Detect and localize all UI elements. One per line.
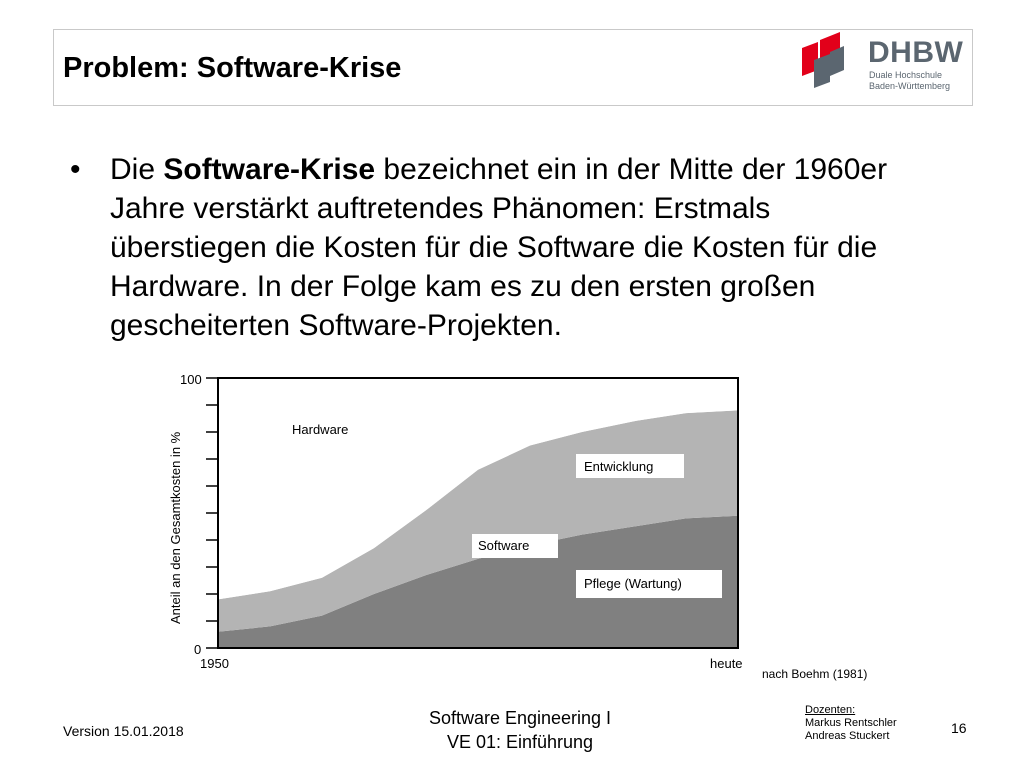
bullet-pre: Die xyxy=(110,153,164,186)
bullet-bold-term: Software-Krise xyxy=(163,153,376,186)
label-software-box xyxy=(472,534,558,558)
logo-line-1: Duale Hochschule xyxy=(869,70,943,80)
label-software: Software xyxy=(478,538,529,553)
course-unit: VE 01: Einführung xyxy=(446,732,594,752)
label-pflege-box xyxy=(576,570,722,598)
bullet-post: bezeichnet ein in der Mitte der 1960er J… xyxy=(110,153,888,342)
label-hardware: Hardware xyxy=(292,422,348,437)
docents: Dozenten: Markus Rentschler Andreas Stuc… xyxy=(805,704,897,743)
logo-gray-shape xyxy=(814,54,830,88)
bullet-marker: • xyxy=(70,153,81,186)
area-pflege xyxy=(218,515,738,648)
page-number: 16 xyxy=(951,720,967,736)
logo-subtitle: Duale Hochschule Baden-Württemberg xyxy=(869,70,950,92)
docent-2: Andreas Stuckert xyxy=(805,730,890,742)
area-hardware xyxy=(218,378,738,600)
y-axis-label: Anteil an den Gesamtkosten in % xyxy=(168,431,183,624)
label-entwicklung-box xyxy=(576,454,684,478)
bullet-text: Die Software-Krise bezeichnet ein in der… xyxy=(110,150,930,345)
label-pflege: Pflege (Wartung) xyxy=(584,576,682,591)
version-label: Version 15.01.2018 xyxy=(63,723,184,739)
y-tick-label-0: 0 xyxy=(194,642,201,657)
source-note: nach Boehm (1981) xyxy=(762,667,867,681)
y-tick-label-100: 100 xyxy=(180,372,202,387)
slide-title: Problem: Software-Krise xyxy=(63,52,402,84)
docents-label: Dozenten: xyxy=(805,704,856,716)
label-entwicklung: Entwicklung xyxy=(584,459,653,474)
x-tick-label-1950: 1950 xyxy=(200,656,229,671)
logo-gray-shape-2 xyxy=(830,46,844,76)
logo-line-2: Baden-Württemberg xyxy=(869,81,951,91)
logo-name: DHBW xyxy=(868,36,964,69)
course-title: Software Engineering I xyxy=(428,708,612,728)
docent-1: Markus Rentschler xyxy=(805,717,897,729)
x-tick-label-heute: heute xyxy=(710,656,743,671)
course-info: Software Engineering I VE 01: Einführung xyxy=(400,706,640,754)
dhbw-logo xyxy=(802,32,844,88)
